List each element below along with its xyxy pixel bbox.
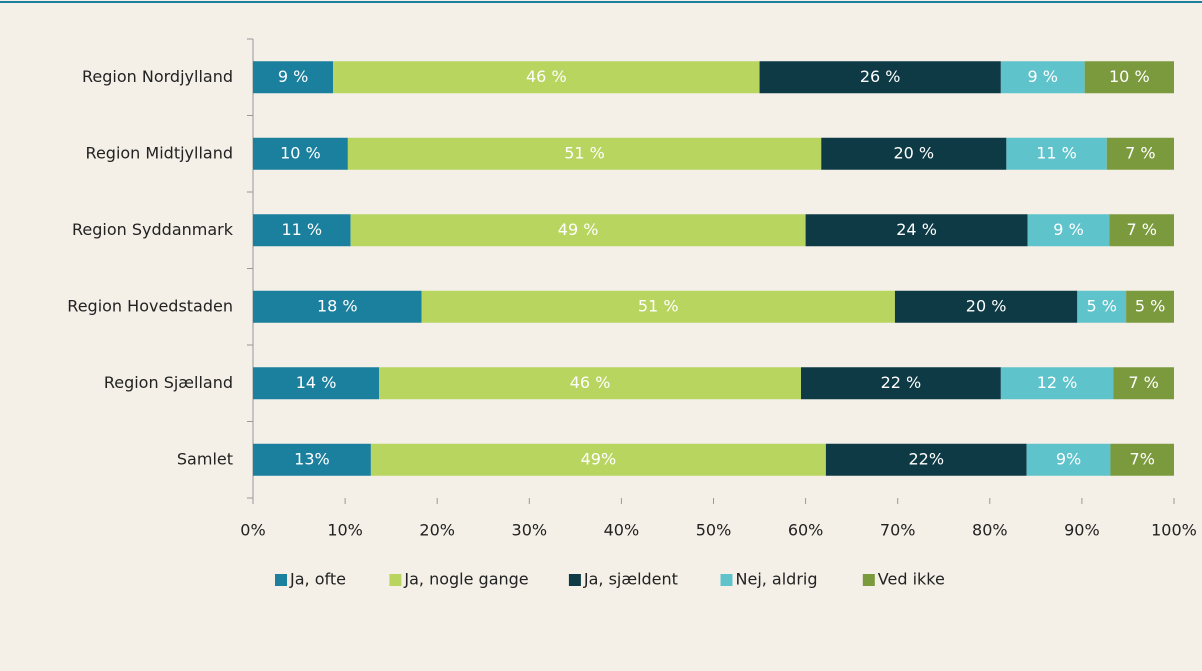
bar-segment xyxy=(379,367,801,400)
data-label: 51 % xyxy=(638,296,679,315)
data-label: 9 % xyxy=(1028,67,1058,86)
bar-segment xyxy=(253,367,380,400)
data-label: 5 % xyxy=(1135,296,1165,315)
data-label: 10 % xyxy=(1109,67,1150,86)
bar-segment xyxy=(350,214,806,247)
bar-segment xyxy=(821,137,1007,170)
x-tick-label: 60% xyxy=(788,521,824,540)
bar-segment xyxy=(805,214,1028,247)
data-label: 9 % xyxy=(278,67,308,86)
x-tick-label: 30% xyxy=(512,521,548,540)
data-label: 7% xyxy=(1130,449,1155,468)
bar-segment xyxy=(1000,61,1085,94)
legend-swatch xyxy=(389,574,402,586)
bar-segment xyxy=(1027,214,1110,247)
data-label: 7 % xyxy=(1128,373,1158,392)
data-label: 20 % xyxy=(966,296,1007,315)
data-label: 12 % xyxy=(1037,373,1078,392)
data-label: 10 % xyxy=(280,143,321,162)
data-label: 7 % xyxy=(1127,220,1157,239)
bar-segment xyxy=(825,443,1027,476)
data-label: 13% xyxy=(294,449,330,468)
data-label: 46 % xyxy=(526,67,567,86)
data-label: 20 % xyxy=(893,143,934,162)
x-tick-label: 0% xyxy=(240,521,265,540)
data-label: 46 % xyxy=(570,373,611,392)
bar-segment xyxy=(800,367,1001,400)
legend-label: Ja, nogle gange xyxy=(403,570,528,589)
data-label: 7 % xyxy=(1125,143,1155,162)
data-label: 22 % xyxy=(881,373,922,392)
x-tick-label: 10% xyxy=(327,521,363,540)
data-label: 49 % xyxy=(558,220,599,239)
y-tick-label: Region Nordjylland xyxy=(82,67,233,86)
bar-segment xyxy=(894,290,1078,323)
bar-segment xyxy=(347,137,822,170)
legend-label: Ja, sjældent xyxy=(583,570,678,589)
bar-segment xyxy=(1000,367,1114,400)
bar-segment xyxy=(1077,290,1127,323)
bar-segment xyxy=(1026,443,1111,476)
data-label: 18 % xyxy=(317,296,358,315)
x-tick-label: 100% xyxy=(1151,521,1197,540)
bar-segment xyxy=(370,443,826,476)
bar-segment xyxy=(759,61,1001,94)
y-tick-label: Region Syddanmark xyxy=(72,220,234,239)
bar-segment xyxy=(1106,137,1174,170)
x-tick-label: 90% xyxy=(1064,521,1100,540)
bar-segment xyxy=(253,443,371,476)
bar-segment xyxy=(1006,137,1107,170)
legend-swatch xyxy=(720,574,733,586)
bar-segment xyxy=(421,290,895,323)
data-label: 49% xyxy=(581,449,617,468)
y-tick-label: Region Midtjylland xyxy=(86,143,233,162)
bar-segment xyxy=(253,61,334,94)
data-label: 9 % xyxy=(1053,220,1083,239)
data-label: 11 % xyxy=(1036,143,1077,162)
x-tick-label: 80% xyxy=(972,521,1008,540)
bar-segment xyxy=(1110,443,1174,476)
data-label: 26 % xyxy=(860,67,901,86)
x-tick-label: 20% xyxy=(419,521,455,540)
y-tick-label: Samlet xyxy=(177,449,233,468)
data-label: 14 % xyxy=(296,373,337,392)
bar-segment xyxy=(253,290,422,323)
bar-segment xyxy=(253,214,351,247)
data-label: 51 % xyxy=(564,143,605,162)
legend-swatch xyxy=(275,574,287,586)
x-tick-label: 50% xyxy=(696,521,732,540)
data-label: 22% xyxy=(908,449,944,468)
legend-swatch xyxy=(862,574,875,586)
legend-label: Nej, aldrig xyxy=(736,570,818,589)
x-tick-label: 70% xyxy=(880,521,916,540)
y-tick-label: Region Sjælland xyxy=(104,373,233,392)
data-label: 24 % xyxy=(896,220,937,239)
data-label: 5 % xyxy=(1086,296,1116,315)
bar-segment xyxy=(333,61,760,94)
data-label: 11 % xyxy=(281,220,322,239)
x-tick-label: 40% xyxy=(604,521,640,540)
bar-segment xyxy=(1084,61,1174,94)
data-label: 9% xyxy=(1056,449,1081,468)
y-tick-label: Region Hovedstaden xyxy=(67,296,233,315)
legend-swatch xyxy=(568,574,581,586)
bar-segment xyxy=(1109,214,1174,247)
bar-segment xyxy=(1126,290,1174,323)
bar-segment xyxy=(253,137,348,170)
legend-label: Ja, ofte xyxy=(289,570,346,589)
legend-label: Ved ikke xyxy=(878,570,945,589)
bar-segment xyxy=(1113,367,1174,400)
